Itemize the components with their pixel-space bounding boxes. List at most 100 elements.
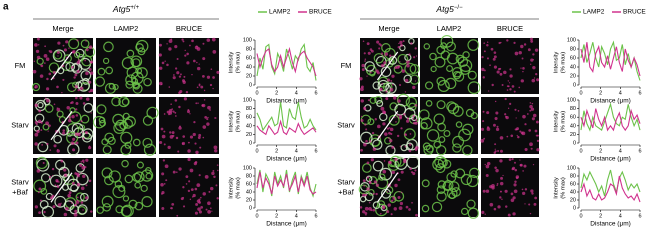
speckle [397, 99, 401, 103]
speckle [535, 134, 538, 137]
speckle [501, 198, 503, 201]
vesicle [423, 43, 431, 50]
speckle [207, 116, 209, 119]
speckle [72, 90, 75, 92]
speckle [385, 90, 388, 93]
speckle [530, 147, 533, 150]
y-tick-label: 60 [246, 115, 252, 121]
speckle [514, 51, 519, 56]
speckle [57, 41, 61, 45]
vesicle [382, 82, 393, 92]
speckle [483, 137, 486, 140]
speckle [404, 78, 409, 83]
x-tick-label: 4 [295, 213, 298, 219]
speckle [200, 85, 204, 89]
vesicle [389, 195, 397, 204]
genotype: −/− [454, 5, 463, 11]
y-tick-label: 80 [246, 46, 252, 52]
speckle [361, 68, 365, 71]
speckle [367, 51, 371, 55]
speckle [75, 200, 80, 204]
y-tick-label: 100 [567, 37, 576, 43]
profile-line-1 [256, 119, 317, 136]
y-tick-label: 20 [246, 197, 252, 203]
vesicle [364, 61, 375, 72]
speckle [414, 47, 417, 50]
speckle [33, 60, 36, 63]
speckle [523, 43, 527, 46]
vesicle [426, 129, 440, 142]
profile-line [50, 51, 73, 81]
legend-label: LAMP2 [269, 9, 291, 16]
speckle [512, 212, 516, 216]
speckle [480, 138, 485, 143]
speckle [530, 40, 534, 43]
speckle [360, 118, 364, 122]
speckle [75, 96, 78, 100]
vesicle [131, 77, 139, 85]
vesicle [467, 207, 479, 219]
speckle [390, 80, 393, 82]
x-tick-label: 0 [255, 148, 258, 154]
vesicle [446, 41, 456, 52]
y-tick-label: 80 [246, 173, 252, 179]
vesicle [405, 96, 418, 109]
speckle [194, 160, 198, 164]
vesicle [429, 52, 437, 61]
speckle [202, 192, 206, 196]
speckle [206, 122, 210, 126]
speckle [176, 71, 180, 75]
speckle [44, 62, 46, 64]
speckle [185, 91, 189, 94]
vesicle [367, 188, 375, 196]
x-tick-label: 0 [255, 213, 258, 219]
speckle [507, 80, 509, 82]
speckle [161, 172, 165, 176]
speckle [362, 179, 366, 183]
speckle [536, 148, 540, 152]
speckle [533, 77, 536, 79]
vesicle [377, 79, 390, 92]
speckle [511, 85, 515, 88]
y-tick-label: 60 [570, 181, 576, 187]
speckle [202, 42, 205, 45]
speckle [382, 122, 386, 126]
row-label: Starv [337, 177, 355, 186]
speckle [493, 207, 497, 211]
speckle [404, 145, 407, 148]
speckle [45, 87, 50, 91]
speckle [48, 124, 51, 127]
speckle [85, 97, 90, 101]
speckle [366, 75, 368, 77]
vesicle [420, 122, 428, 130]
speckle [189, 135, 194, 139]
vesicle [43, 98, 51, 106]
profile-line-1 [580, 42, 641, 77]
vesicle [466, 199, 476, 209]
speckle [182, 196, 185, 199]
speckle [534, 129, 538, 133]
speckle [165, 179, 168, 182]
vesicle [58, 166, 70, 178]
speckle [522, 67, 525, 70]
speckle [481, 56, 484, 59]
x-tick-label: 0 [579, 90, 582, 96]
micrograph-bruce [481, 158, 539, 217]
x-tick-label: 6 [314, 148, 317, 154]
speckle [36, 55, 41, 60]
speckle [414, 104, 418, 107]
vesicle [436, 145, 447, 156]
speckle [203, 89, 206, 92]
y-tick-label: 20 [246, 73, 252, 79]
speckle [202, 136, 205, 139]
vesicle [432, 158, 444, 171]
speckle [489, 185, 493, 189]
speckle [34, 84, 38, 89]
speckle [507, 107, 510, 110]
speckle [163, 113, 166, 115]
speckle [518, 86, 521, 89]
speckle [47, 130, 49, 132]
speckle [519, 163, 523, 167]
speckle [530, 37, 533, 41]
